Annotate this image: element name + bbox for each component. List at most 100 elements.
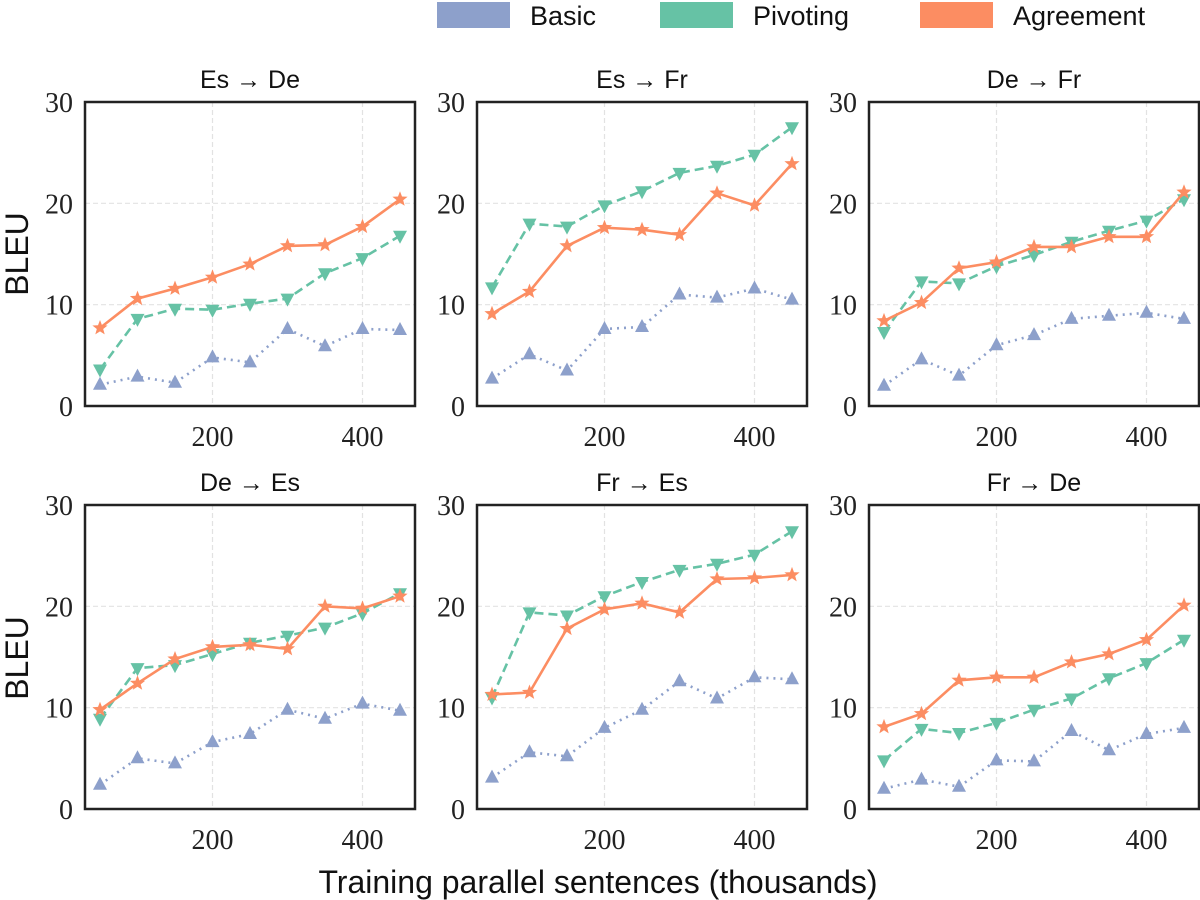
data-point-basic [560, 748, 574, 762]
data-point-basic [877, 780, 891, 794]
y-tick-label: 0 [451, 795, 465, 826]
y-tick-label: 30 [45, 88, 73, 119]
y-tick-label: 20 [437, 189, 465, 220]
series-line-pivoting [882, 198, 1185, 333]
data-point-agreement [1138, 228, 1155, 244]
data-point-agreement [317, 236, 333, 252]
data-point-basic [355, 695, 370, 709]
data-point-basic [1177, 310, 1191, 324]
data-point-pivoting [914, 276, 929, 290]
data-point-agreement [1063, 238, 1080, 254]
data-point-agreement [129, 675, 146, 690]
data-point-pivoting [952, 278, 966, 292]
data-point-pivoting [93, 364, 107, 378]
data-point-agreement [204, 638, 221, 654]
y-tick-label: 20 [829, 189, 857, 220]
data-point-basic [205, 349, 220, 363]
y-tick-label: 30 [437, 491, 465, 522]
data-point-agreement [913, 294, 930, 310]
data-point-pivoting [485, 282, 499, 296]
x-tick-label: 200 [584, 825, 626, 856]
data-point-basic [785, 671, 799, 685]
y-tick-label: 20 [437, 592, 465, 623]
y-tick-label: 30 [829, 88, 857, 119]
legend-label-basic: Basic [530, 1, 596, 31]
data-point-pivoting [672, 167, 687, 181]
y-tick-label: 10 [829, 694, 857, 725]
data-point-basic [989, 752, 1004, 766]
data-point-pivoting [318, 268, 332, 282]
data-point-agreement [354, 600, 371, 615]
y-tick-label: 20 [829, 592, 857, 623]
panel-title: Es → Fr [596, 66, 688, 94]
series-line-pivoting [98, 234, 401, 371]
plot-frame [867, 503, 1200, 811]
data-point-basic [393, 322, 407, 335]
data-point-basic [989, 337, 1004, 351]
data-point-agreement [709, 571, 725, 586]
data-point-basic [1139, 726, 1154, 739]
data-point-basic [1027, 327, 1041, 341]
y-tick-label: 10 [45, 291, 73, 322]
plot-frame [83, 100, 417, 408]
legend-label-pivoting: Pivoting [753, 1, 849, 31]
data-point-basic [168, 755, 182, 769]
y-tick-label: 20 [45, 592, 73, 623]
data-point-pivoting [710, 558, 724, 572]
data-point-agreement [746, 197, 763, 212]
data-point-pivoting [205, 304, 220, 318]
data-point-basic [1102, 742, 1116, 756]
data-point-agreement [1101, 228, 1117, 244]
data-point-agreement [988, 669, 1005, 684]
data-point-pivoting [168, 303, 182, 317]
data-point-pivoting [560, 610, 574, 624]
data-point-agreement [876, 312, 892, 328]
panel-6: 200 400 0 10 20 30 Fr → De [829, 469, 1200, 856]
data-point-pivoting [280, 630, 295, 644]
series-line-pivoting [490, 126, 793, 289]
y-axis-label-top: BLEU [0, 212, 35, 296]
data-point-agreement [1138, 631, 1155, 647]
data-point-agreement [709, 185, 725, 200]
data-point-basic [243, 726, 257, 739]
data-point-agreement [988, 254, 1005, 269]
data-point-pivoting [522, 218, 537, 232]
data-point-pivoting [522, 607, 537, 621]
data-point-basic [747, 669, 762, 683]
data-point-agreement [484, 686, 500, 701]
data-point-agreement [204, 269, 221, 284]
data-point-basic [168, 374, 182, 388]
plot-frame [83, 503, 417, 811]
data-point-pivoting [485, 692, 499, 706]
legend-swatch-basic [437, 2, 510, 28]
plot-frame [867, 100, 1200, 408]
x-tick-label: 200 [976, 422, 1018, 453]
series-line-pivoting [883, 638, 1185, 762]
data-point-agreement [92, 320, 108, 335]
data-point-basic [243, 354, 257, 368]
data-point-basic [93, 376, 107, 390]
data-point-basic [560, 362, 574, 376]
data-point-agreement [671, 604, 688, 619]
data-point-agreement [671, 226, 688, 242]
data-point-basic [1177, 719, 1191, 733]
data-point-basic [318, 710, 332, 724]
legend: Basic Pivoting Agreement [437, 1, 1146, 31]
panel-title: De → Fr [987, 66, 1081, 94]
legend-swatch-pivoting [660, 2, 733, 28]
x-tick-label: 400 [342, 825, 384, 856]
data-point-agreement [951, 672, 967, 687]
y-tick-label: 0 [451, 392, 465, 423]
data-point-agreement [596, 601, 613, 616]
panel-3: 200 400 0 10 20 30 De → Fr [829, 66, 1200, 453]
data-point-basic [672, 673, 687, 687]
data-point-agreement [876, 718, 892, 734]
data-point-agreement [392, 191, 408, 206]
data-point-pivoting [747, 149, 762, 163]
data-point-pivoting [952, 728, 966, 741]
data-point-pivoting [635, 577, 649, 590]
data-point-agreement [784, 566, 800, 582]
data-point-agreement [354, 218, 371, 234]
